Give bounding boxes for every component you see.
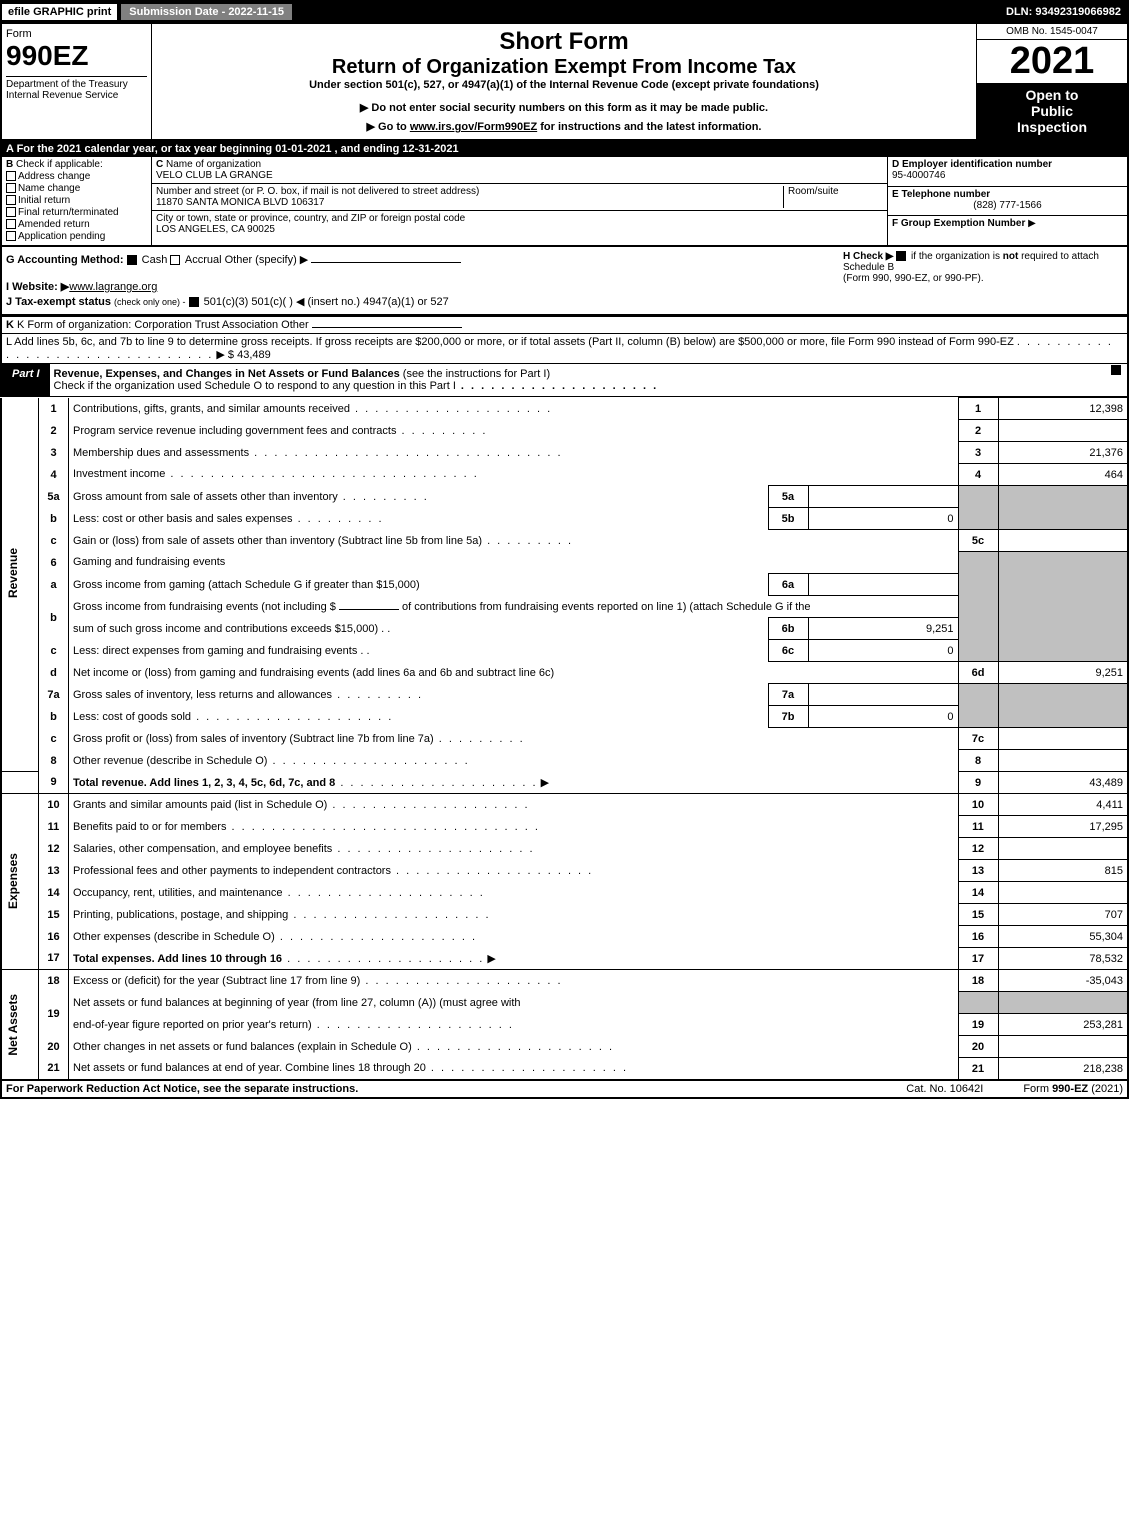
line-6c-sv: 0 — [808, 640, 958, 662]
line-10-amt: 4,411 — [998, 794, 1128, 816]
irs: Internal Revenue Service — [6, 90, 147, 101]
line-13-amt: 815 — [998, 860, 1128, 882]
row-d-ein: D Employer identification number 95-4000… — [888, 157, 1127, 187]
return-title: Return of Organization Exempt From Incom… — [156, 56, 972, 79]
row-f-group: F Group Exemption Number ▶ — [888, 216, 1127, 245]
h-checkbox[interactable] — [896, 251, 906, 261]
check-amended-return[interactable]: Amended return — [6, 219, 147, 230]
row-c-city: City or town, state or province, country… — [152, 211, 887, 237]
under-section: Under section 501(c), 527, or 4947(a)(1)… — [156, 79, 972, 91]
ein-value: 95-4000746 — [892, 170, 945, 181]
row-e-phone: E Telephone number (828) 777-1566 — [888, 187, 1127, 217]
line-7b-sv: 0 — [808, 706, 958, 728]
dln: DLN: 93492319066982 — [998, 4, 1129, 20]
header-right: OMB No. 1545-0047 2021 Open to Public In… — [977, 24, 1127, 139]
col-d-e-f: D Employer identification number 95-4000… — [887, 157, 1127, 245]
row-c-name: C Name of organization VELO CLUB LA GRAN… — [152, 157, 887, 184]
do-not-enter: ▶ Do not enter social security numbers o… — [156, 101, 972, 114]
section-b: B Check if applicable: Address change Na… — [0, 157, 1129, 247]
footer-right: Form 990-EZ (2021) — [1023, 1083, 1123, 1095]
efile-print[interactable]: efile GRAPHIC print — [0, 2, 119, 22]
tax-year: 2021 — [977, 40, 1127, 83]
org-city: LOS ANGELES, CA 90025 — [156, 224, 275, 235]
line-3-amt: 21,376 — [998, 442, 1128, 464]
part-1-checkbox[interactable] — [1107, 364, 1127, 396]
line-17-amt: 78,532 — [998, 948, 1128, 970]
netassets-side-label: Net Assets — [6, 994, 20, 1056]
expenses-side-label: Expenses — [6, 853, 20, 909]
room-suite: Room/suite — [783, 186, 883, 208]
check-name-change[interactable]: Name change — [6, 183, 147, 194]
short-form: Short Form — [156, 28, 972, 56]
section-g-j: H Check ▶ if the organization is not req… — [0, 247, 1129, 316]
check-application-pending[interactable]: Application pending — [6, 231, 147, 242]
form-number: 990EZ — [6, 40, 147, 72]
footer: For Paperwork Reduction Act Notice, see … — [0, 1080, 1129, 1099]
top-bar: efile GRAPHIC print Submission Date - 20… — [0, 0, 1129, 24]
website-link[interactable]: www.lagrange.org — [69, 281, 157, 293]
submission-date: Submission Date - 2022-11-15 — [119, 2, 294, 22]
form-header: Form 990EZ Department of the Treasury In… — [0, 24, 1129, 141]
check-address-change[interactable]: Address change — [6, 171, 147, 182]
line-4-amt: 464 — [998, 464, 1128, 486]
j-501c3-check[interactable] — [189, 297, 199, 307]
part-1-label: Part I — [2, 364, 50, 396]
footer-left: For Paperwork Reduction Act Notice, see … — [6, 1083, 906, 1095]
revenue-side-label: Revenue — [6, 548, 20, 598]
line-19-amt: 253,281 — [998, 1014, 1128, 1036]
section-k: K K Form of organization: Corporation Tr… — [0, 316, 1129, 334]
col-b-checks: B Check if applicable: Address change Na… — [2, 157, 152, 245]
line-16-amt: 55,304 — [998, 926, 1128, 948]
dept-treasury: Department of the Treasury — [6, 79, 147, 90]
col-c: C Name of organization VELO CLUB LA GRAN… — [152, 157, 887, 245]
form-word: Form — [6, 28, 147, 40]
part-1-header: Part I Revenue, Expenses, and Changes in… — [0, 364, 1129, 397]
org-name: VELO CLUB LA GRANGE — [156, 170, 273, 181]
h-box: H Check ▶ if the organization is not req… — [843, 251, 1123, 284]
row-c-address: Number and street (or P. O. box, if mail… — [152, 184, 887, 211]
section-l: L Add lines 5b, 6c, and 7b to line 9 to … — [0, 334, 1129, 364]
goto-line: ▶ Go to www.irs.gov/Form990EZ for instru… — [156, 120, 972, 133]
goto-link[interactable]: www.irs.gov/Form990EZ — [410, 121, 537, 133]
g-cash-check[interactable] — [127, 255, 137, 265]
part-1-title: Revenue, Expenses, and Changes in Net As… — [50, 364, 1107, 396]
line-18-amt: -35,043 — [998, 970, 1128, 992]
g-accrual-check[interactable] — [170, 255, 180, 265]
check-initial-return[interactable]: Initial return — [6, 195, 147, 206]
row-a: A For the 2021 calendar year, or tax yea… — [0, 141, 1129, 157]
open-inspection: Open to Public Inspection — [977, 83, 1127, 139]
line-15-amt: 707 — [998, 904, 1128, 926]
org-address: 11870 SANTA MONICA BLVD 106317 — [156, 197, 324, 208]
phone-value: (828) 777-1566 — [892, 200, 1123, 211]
line-6d-amt: 9,251 — [998, 662, 1128, 684]
line-21-amt: 218,238 — [998, 1058, 1128, 1080]
header-left: Form 990EZ Department of the Treasury In… — [2, 24, 152, 139]
line-9-amt: 43,489 — [998, 772, 1128, 794]
line-6b-sv: 9,251 — [808, 618, 958, 640]
header-mid: Short Form Return of Organization Exempt… — [152, 24, 977, 139]
footer-mid: Cat. No. 10642I — [906, 1083, 983, 1095]
line-j: J Tax-exempt status (check only one) - 5… — [6, 295, 1123, 308]
line-11-amt: 17,295 — [998, 816, 1128, 838]
line-1-amt: 12,398 — [998, 398, 1128, 420]
l-amount: $ 43,489 — [228, 349, 271, 361]
omb-number: OMB No. 1545-0047 — [977, 24, 1127, 40]
line-5b-sv: 0 — [808, 508, 958, 530]
check-final-return[interactable]: Final return/terminated — [6, 207, 147, 218]
lines-table: Revenue 1Contributions, gifts, grants, a… — [0, 397, 1129, 1080]
